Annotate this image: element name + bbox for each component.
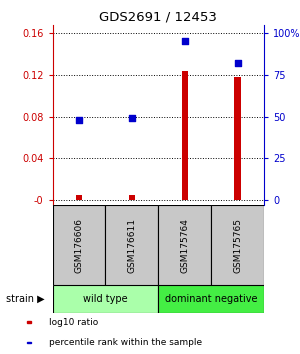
Text: percentile rank within the sample: percentile rank within the sample [49, 338, 202, 347]
Bar [234, 77, 241, 200]
Bar [158, 285, 264, 313]
Bar [52, 285, 158, 313]
Point [76, 117, 81, 123]
Bar [211, 205, 264, 285]
Point [235, 60, 240, 66]
Bar [129, 195, 135, 200]
Bar [27, 321, 31, 323]
Text: dominant negative: dominant negative [165, 294, 257, 304]
Title: GDS2691 / 12453: GDS2691 / 12453 [99, 11, 217, 24]
Text: strain ▶: strain ▶ [6, 294, 45, 304]
Bar [105, 205, 158, 285]
Text: GSM175764: GSM175764 [180, 218, 189, 273]
Text: wild type: wild type [83, 294, 128, 304]
Text: GSM176606: GSM176606 [74, 218, 83, 273]
Bar [27, 342, 31, 343]
Text: GSM176611: GSM176611 [127, 218, 136, 273]
Bar [76, 195, 82, 200]
Bar [182, 71, 188, 200]
Point [182, 39, 187, 44]
Point [129, 115, 134, 121]
Text: GSM175765: GSM175765 [233, 218, 242, 273]
Bar [158, 205, 211, 285]
Bar [52, 205, 105, 285]
Text: log10 ratio: log10 ratio [49, 318, 98, 327]
